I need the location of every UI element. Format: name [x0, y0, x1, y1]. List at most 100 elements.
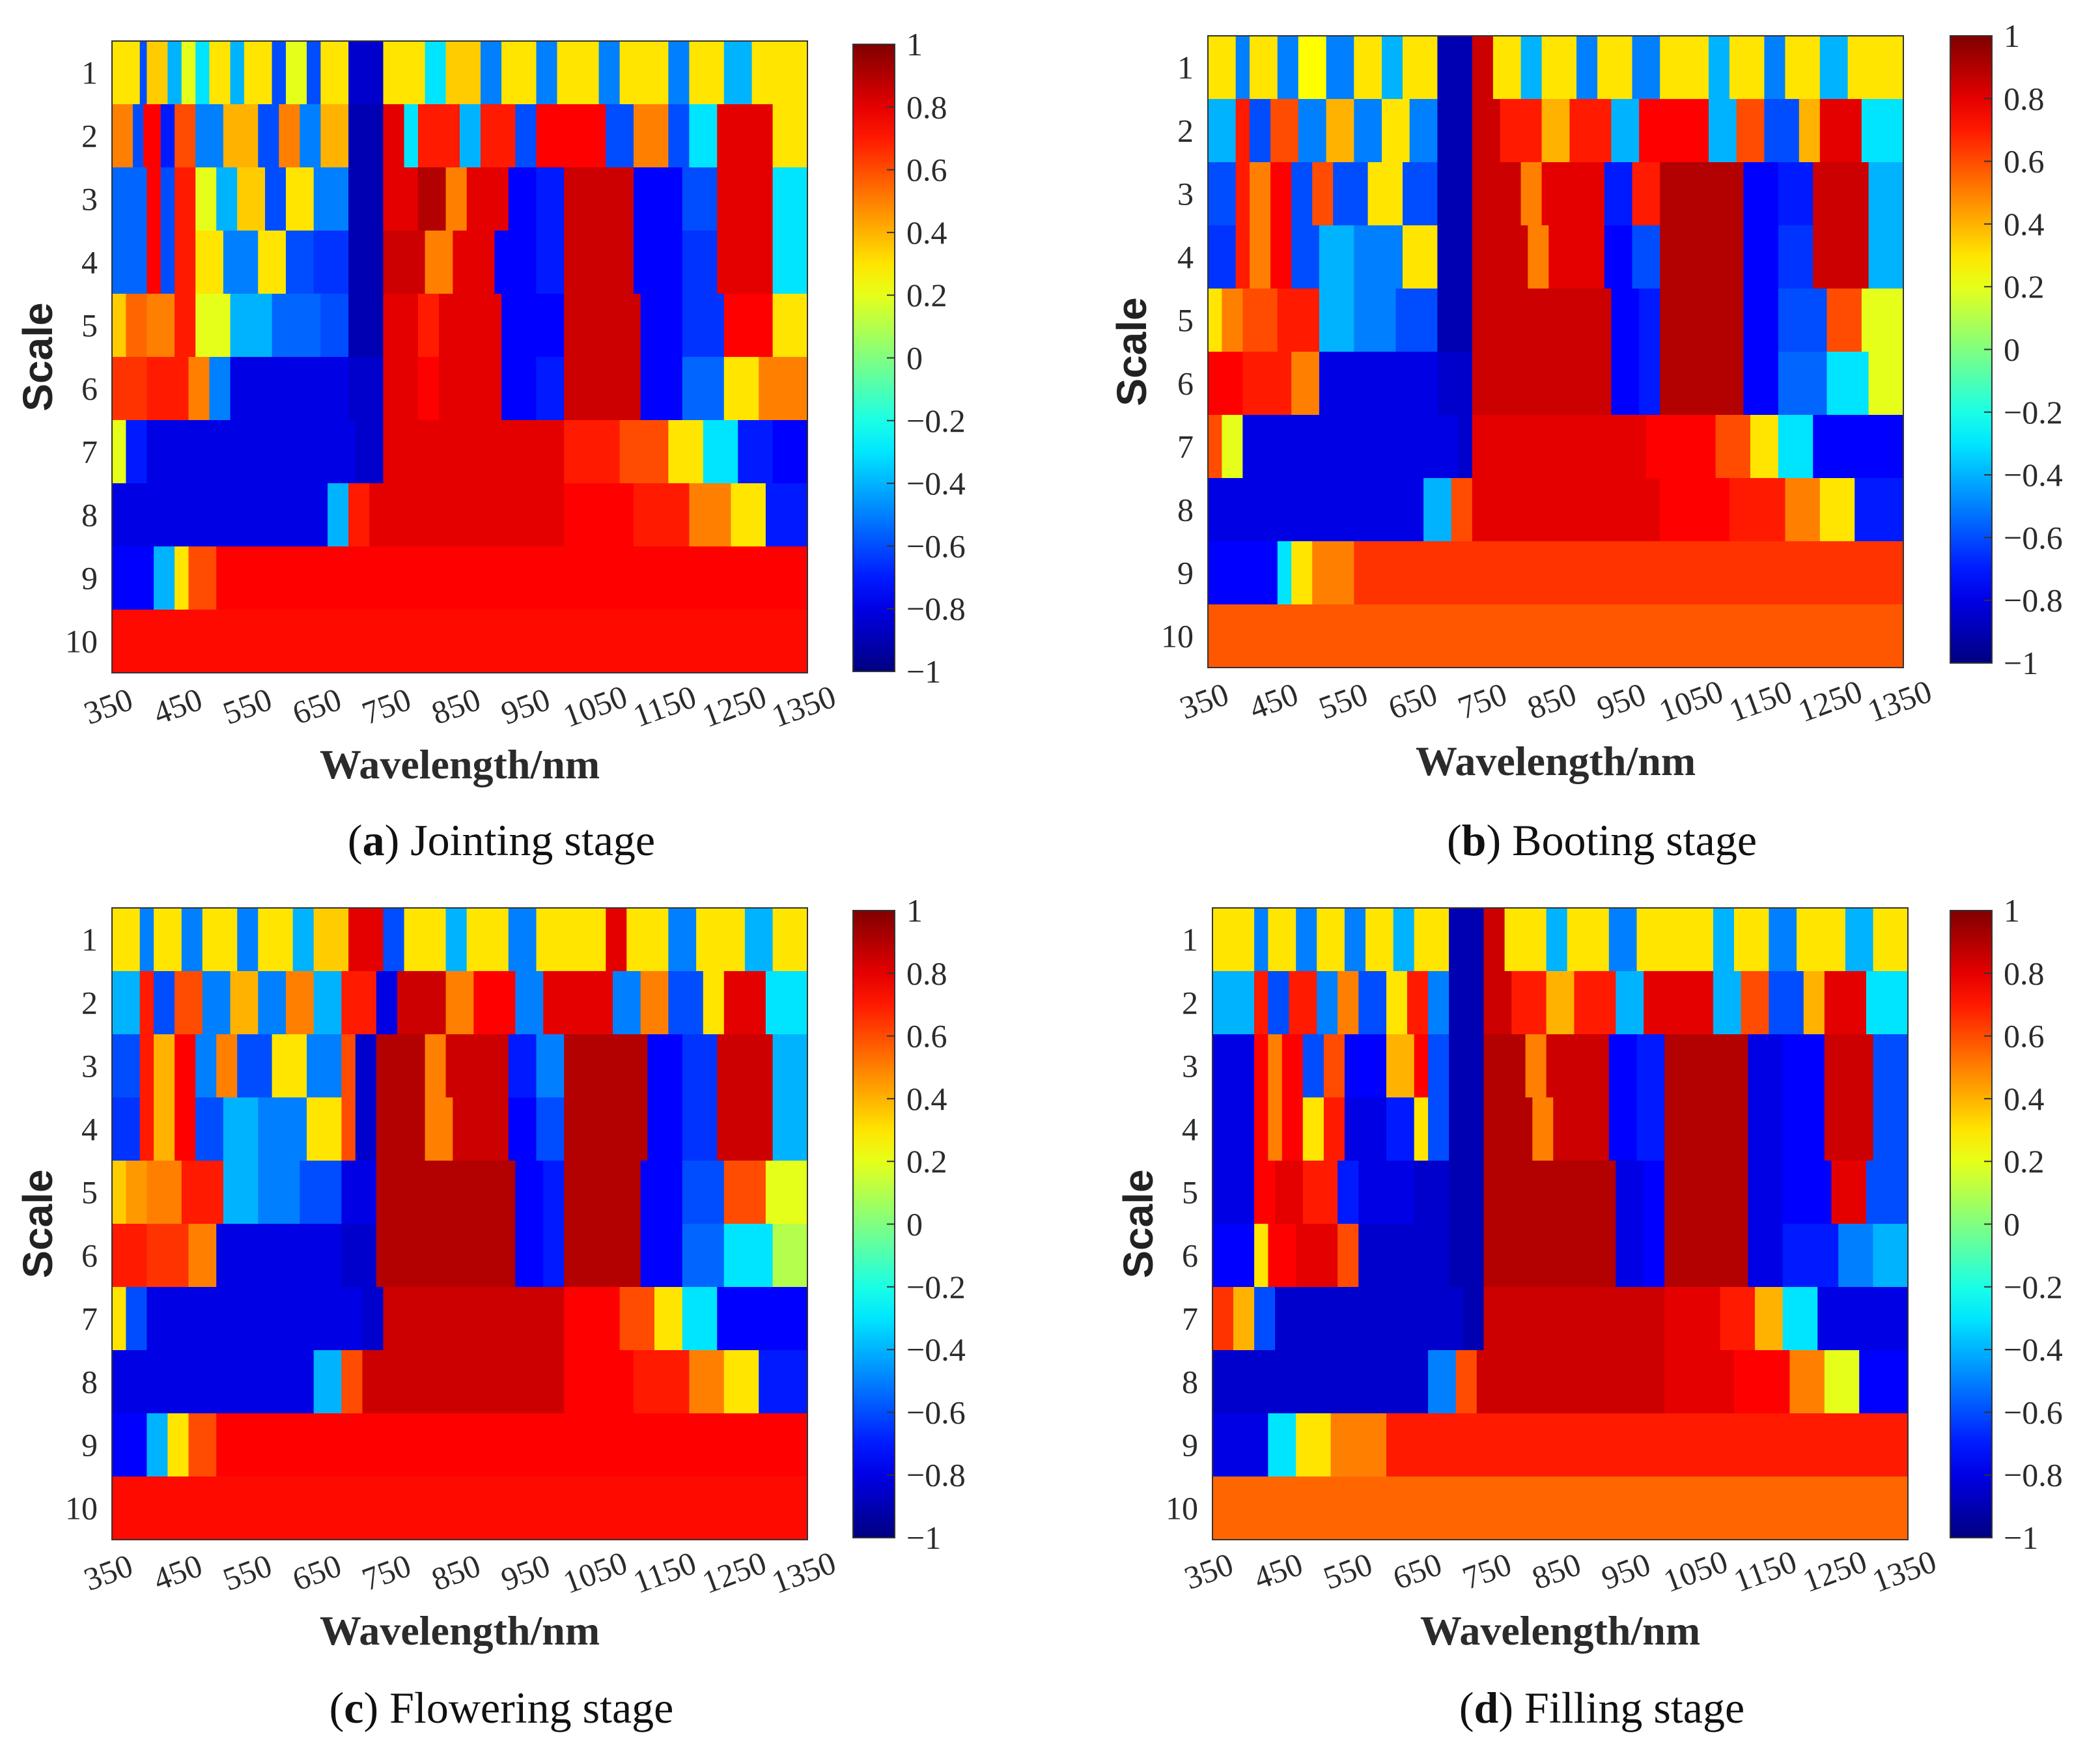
heatmap-cell-d-scale7-9 [1782, 1287, 1818, 1351]
heatmap-cell-a-scale5-18 [772, 294, 808, 358]
colorbar-tick-label-d-4: 0.2 [2004, 1143, 2045, 1180]
heatmap-cell-d-scale2-17 [1713, 971, 1742, 1035]
heatmap-cell-b-scale5-1 [1222, 289, 1244, 352]
colorbar-tick-label-b-10: −1 [2004, 645, 2038, 681]
heatmap-cell-b-scale2-6 [1354, 99, 1382, 163]
heatmap-cell-c-scale5-0 [112, 1161, 127, 1224]
heatmap-cell-a-scale3-19 [682, 167, 718, 231]
heatmap-cell-a-scale7-10 [772, 420, 808, 484]
heatmap-cell-a-scale4-16 [634, 231, 683, 294]
caption-a: (a) Jointing stage [348, 815, 655, 865]
y-axis-label-a: Scale [14, 302, 61, 411]
x-tick-label-b-650: 650 [1384, 675, 1442, 726]
heatmap-cell-a-scale5-11 [439, 294, 502, 358]
heatmap-cell-d-scale5-8 [1483, 1161, 1617, 1224]
heatmap-cell-b-scale4-2 [1250, 225, 1271, 289]
heatmap-cell-b-scale5-3 [1277, 289, 1320, 352]
x-tick-label-d-850: 850 [1527, 1546, 1586, 1596]
x-tick-label-a-1150: 1150 [628, 678, 701, 734]
heatmap-cell-c-scale1-2 [154, 908, 182, 972]
colorbar-d: 1 0.8 0.6 0.4 0.2 0 −0.2 −0.4 −0.6 −0.8 −1 [1950, 892, 2063, 1556]
heatmap-cell-d-scale1-13 [1567, 908, 1610, 972]
heatmap-cell-d-scale3-13 [1546, 1034, 1610, 1098]
heatmap-cell-a-scale4-14 [536, 231, 565, 294]
heatmap-cell-d-scale6-3 [1296, 1224, 1339, 1288]
heatmap-cell-c-scale5-4 [223, 1161, 259, 1224]
heatmap-cell-a-scale3-1 [147, 167, 161, 231]
heatmap-cell-c-scale2-1 [139, 971, 154, 1035]
heatmap-cell-d-scale1-14 [1608, 908, 1638, 972]
heatmap-cell-a-scale2-15 [460, 104, 481, 168]
heatmap-cell-c-scale5-8 [376, 1161, 516, 1224]
heatmap-cell-d-scale7-7 [1720, 1287, 1756, 1351]
heatmap-cell-a-scale3-12 [417, 167, 447, 231]
heatmap-cell-d-scale1-4 [1317, 908, 1345, 972]
y-tick-label-d-10: 10 [1166, 1490, 1198, 1527]
heatmap-cell-a-scale2-8 [279, 104, 301, 168]
heatmap-cell-b-scale2-16 [1709, 99, 1737, 163]
heatmap-cell-d-scale3-14 [1608, 1034, 1638, 1098]
heatmap-cell-b-scale3-0 [1208, 162, 1237, 226]
heatmap-cell-b-scale5-8 [1472, 289, 1612, 352]
heatmap-cell-c-scale5-2 [147, 1161, 182, 1224]
y-tick-label-d-7: 7 [1182, 1301, 1198, 1337]
heatmap-cell-c-scale8-1 [313, 1350, 343, 1414]
heatmap-cell-c-scale8-8 [759, 1350, 808, 1414]
heatmap-cell-a-scale1-17 [481, 41, 502, 105]
heatmap-cell-b-scale6-2 [1291, 352, 1320, 416]
heatmap-cell-c-scale5-13 [682, 1161, 725, 1224]
heatmap-cell-a-scale5-13 [536, 294, 565, 358]
heatmap-cell-d-scale2-7 [1386, 971, 1408, 1035]
heatmap-cell-b-scale2-5 [1326, 99, 1355, 163]
heatmap-cell-a-scale7-2 [147, 420, 356, 484]
heatmap-cell-a-scale6-8 [439, 357, 502, 421]
heatmap-cell-c-scale1-6 [258, 908, 294, 972]
y-tick-label-c-5: 5 [81, 1174, 98, 1211]
heatmap-cell-b-scale1-10 [1472, 36, 1494, 100]
plot-frame-b [1207, 35, 1904, 668]
heatmap-cell-d-scale8-1 [1428, 1350, 1457, 1414]
heatmap-cell-b-scale4-17 [1813, 225, 1869, 289]
heatmap-cell-c-scale5-9 [515, 1161, 544, 1224]
heatmap-cell-b-scale1-6 [1354, 36, 1382, 100]
heatmap-cell-c-scale1-17 [626, 908, 669, 972]
heatmap-cell-a-scale5-3 [175, 294, 196, 358]
heatmap-cell-b-scale3-12 [1541, 162, 1605, 226]
heatmap-cell-d-scale3-7 [1386, 1034, 1415, 1098]
heatmap-cell-c-scale1-16 [606, 908, 628, 972]
heatmap-cell-d-scale6-10 [1664, 1224, 1749, 1288]
heatmap-cell-c-scale7-2 [147, 1287, 363, 1351]
colorbar-tick-label-b-1: 0.8 [2004, 80, 2045, 117]
heatmap-cell-d-scale6-0 [1212, 1224, 1255, 1288]
heatmap-cell-d-scale5-6 [1414, 1161, 1449, 1224]
x-axis-label-c: Wavelength/nm [320, 1607, 600, 1654]
heatmap-cell-d-scale4-13 [1553, 1097, 1610, 1161]
heatmap-cell-b-scale1-7 [1382, 36, 1403, 100]
heatmap-cell-d-scale1-0 [1212, 908, 1255, 972]
heatmap-cell-b-scale1-3 [1277, 36, 1299, 100]
heatmap-cell-a-scale3-5 [216, 167, 238, 231]
heatmap-cell-c-scale4-0 [112, 1097, 141, 1161]
heatmap-cell-c-scale3-13 [445, 1034, 509, 1098]
heatmap-cell-b-scale9-3 [1312, 541, 1355, 605]
heatmap-cell-c-scale2-18 [668, 971, 704, 1035]
colorbar-tick-label-a-1: 0.8 [906, 89, 947, 125]
heatmap-cell-b-scale2-2 [1250, 99, 1271, 163]
colorbar-tick-label-c-7: −0.4 [906, 1331, 966, 1368]
heatmap-cell-b-scale1-16 [1632, 36, 1660, 100]
heatmap-cell-c-scale2-2 [154, 971, 175, 1035]
heatmap-cell-c-scale1-20 [744, 908, 774, 972]
heatmap-cell-d-scale2-10 [1449, 971, 1485, 1035]
y-tick-label-b-2: 2 [1177, 113, 1194, 149]
heatmap-cell-c-scale8-5 [634, 1350, 690, 1414]
heatmap-cell-a-scale9-3 [188, 546, 217, 610]
heatmap-cell-a-scale6-5 [348, 357, 384, 421]
heatmap-cell-b-scale6-5 [1472, 352, 1612, 416]
heatmap-cell-c-scale7-7 [654, 1287, 683, 1351]
caption-c: (c) Flowering stage [329, 1683, 674, 1732]
heatmap-cell-b-scale1-18 [1709, 36, 1730, 100]
heatmap-cell-c-scale6-6 [515, 1224, 544, 1288]
heatmap-cell-a-scale7-7 [668, 420, 704, 484]
heatmap-cell-a-scale3-10 [348, 167, 384, 231]
